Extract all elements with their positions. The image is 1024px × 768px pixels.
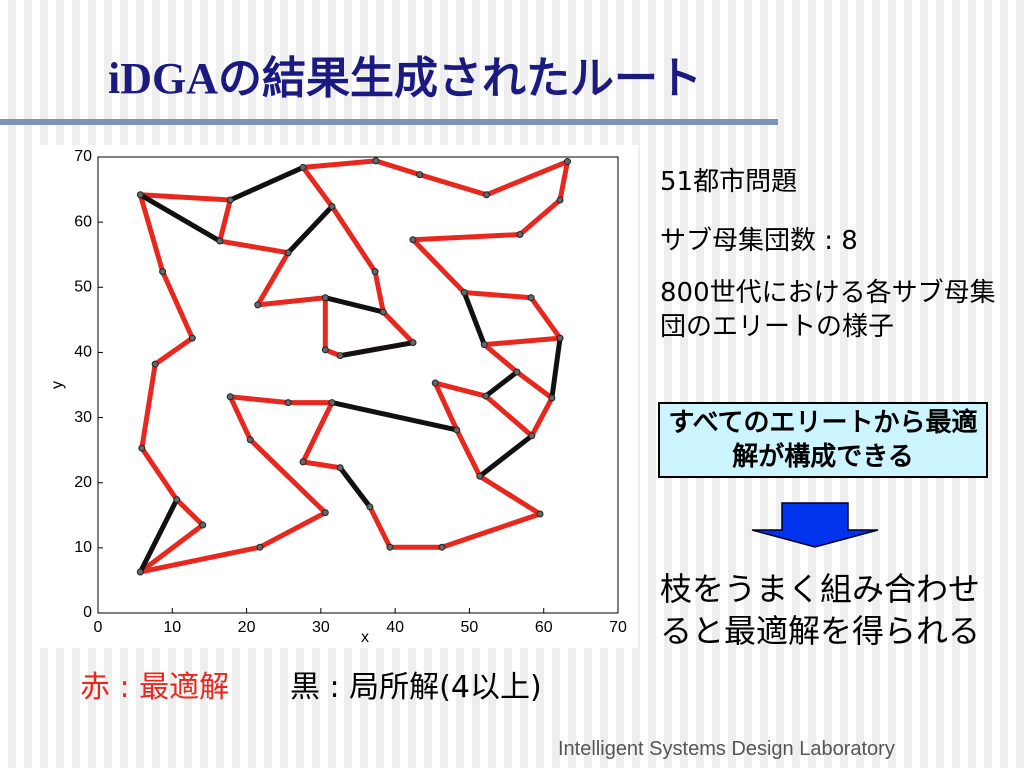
city	[284, 399, 292, 407]
city	[556, 196, 564, 204]
city	[299, 163, 307, 171]
x-axis-label: x	[361, 629, 369, 646]
note: 800世代における各サブ母集団のエリートの様子	[660, 278, 996, 342]
city	[246, 436, 254, 444]
x-tick-label: 40	[386, 619, 404, 636]
city	[460, 288, 468, 296]
city	[151, 360, 159, 368]
city	[336, 464, 344, 472]
note: サブ母集団数 : 8	[660, 226, 858, 256]
city	[226, 393, 234, 401]
legend-red: 赤 : 最適解	[80, 670, 230, 705]
city	[188, 334, 196, 342]
x-tick-label: 20	[238, 619, 256, 636]
x-tick-label: 70	[609, 619, 627, 636]
axes-frame	[97, 156, 619, 614]
city	[371, 268, 379, 276]
city	[372, 157, 380, 165]
city	[482, 392, 490, 400]
y-tick-label: 20	[74, 474, 92, 491]
city	[366, 503, 374, 511]
city	[199, 521, 207, 529]
city	[476, 472, 484, 480]
city	[556, 334, 564, 342]
y-tick-label: 40	[74, 344, 92, 361]
city	[536, 510, 544, 518]
city	[216, 237, 224, 245]
title-rule	[0, 119, 778, 125]
city	[480, 341, 488, 349]
local-edges	[138, 165, 563, 574]
city	[321, 294, 329, 302]
x-tick-label: 10	[163, 619, 181, 636]
city	[409, 339, 417, 347]
city	[438, 543, 446, 551]
slide-title: iDGAの結果生成されたルート	[108, 54, 702, 103]
city	[321, 346, 329, 354]
city	[409, 236, 417, 244]
city	[563, 158, 571, 166]
city	[138, 444, 146, 452]
y-tick-label: 70	[74, 148, 92, 165]
city	[136, 191, 144, 199]
x-tick-label: 0	[94, 619, 103, 636]
city	[136, 568, 144, 576]
x-tick-label: 50	[461, 619, 479, 636]
city	[226, 196, 234, 204]
city	[483, 191, 491, 199]
city	[416, 171, 424, 179]
y-tick-label: 60	[74, 213, 92, 230]
city	[159, 268, 167, 276]
conclusion: 枝をうまく組み合わせると最適解を得られる	[660, 570, 981, 650]
city	[516, 231, 524, 239]
city	[299, 458, 307, 466]
city	[328, 399, 336, 407]
city	[254, 301, 262, 309]
callout-box: すべてのエリートから最適解が構成できる	[658, 402, 988, 478]
city	[453, 426, 461, 434]
x-tick-label: 30	[312, 619, 330, 636]
x-tick-label: 60	[535, 619, 553, 636]
city	[328, 203, 336, 211]
city	[256, 543, 264, 551]
legend-black: 黒 : 局所解(4以上)	[290, 670, 542, 705]
city	[284, 249, 292, 257]
city	[513, 368, 521, 376]
footer: Intelligent Systems Design Laboratory	[558, 738, 895, 760]
y-tick-label: 30	[74, 409, 92, 426]
y-tick-label: 50	[74, 279, 92, 296]
city	[321, 509, 329, 517]
route-chart: x y 0 10 20 30 40 50 60 70 0 10 20 30 40 50 60 70	[33, 145, 638, 648]
y-tick-label: 10	[74, 539, 92, 556]
y-tick-label: 0	[83, 604, 92, 621]
city	[386, 543, 394, 551]
city	[527, 294, 535, 302]
y-axis-label: y	[49, 381, 66, 389]
city	[173, 496, 181, 504]
note: 51都市問題	[660, 167, 798, 197]
city	[548, 394, 556, 402]
city	[528, 432, 536, 440]
city	[431, 379, 439, 387]
city	[379, 308, 387, 316]
plot-background	[33, 145, 638, 648]
city	[336, 352, 344, 360]
down-arrow	[751, 502, 879, 548]
